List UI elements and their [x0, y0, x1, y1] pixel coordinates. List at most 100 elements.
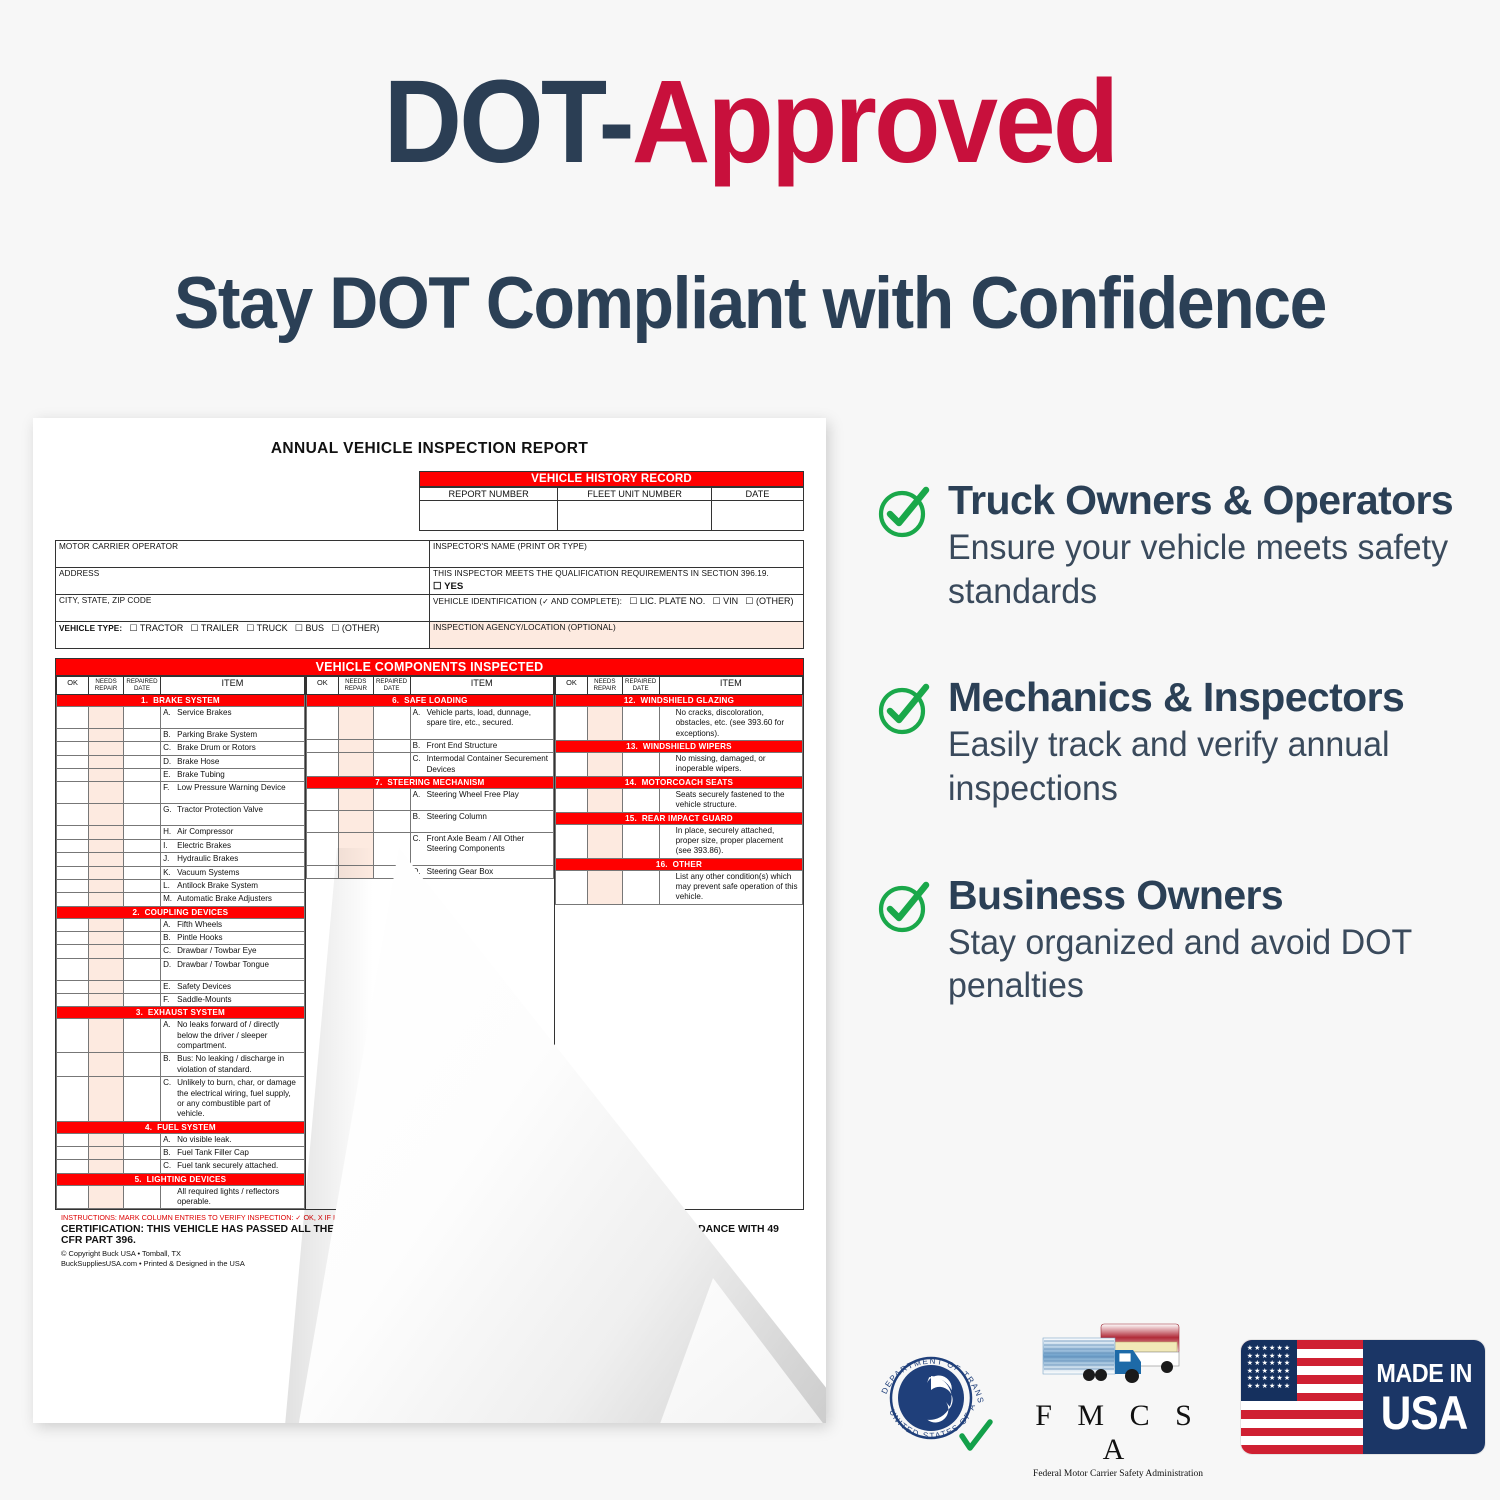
checkbox-ok[interactable]: [55, 1184, 90, 1210]
checkbox-ok[interactable]: [305, 706, 339, 740]
checkbox-ok[interactable]: [305, 738, 339, 754]
checkbox-needs-repair[interactable]: [88, 1052, 124, 1078]
input-repaired-date[interactable]: [122, 727, 162, 743]
input-repaired-date[interactable]: [122, 917, 162, 932]
checkbox-ok[interactable]: [554, 869, 589, 905]
checkbox-ok[interactable]: [55, 741, 90, 756]
input-repaired-date[interactable]: [122, 1052, 162, 1078]
input-repaired-date[interactable]: [122, 838, 162, 854]
checkbox-ok[interactable]: [554, 787, 589, 813]
checkbox-needs-repair[interactable]: [88, 993, 124, 1008]
checkbox-ok[interactable]: [55, 930, 90, 946]
checkbox-ok[interactable]: [55, 825, 90, 840]
checkbox-ok[interactable]: [55, 1145, 90, 1161]
field-address[interactable]: ADDRESS: [55, 567, 430, 595]
checkbox-ok[interactable]: [305, 865, 339, 880]
checkbox-ok[interactable]: [55, 917, 90, 932]
checkbox-bus[interactable]: ☐ BUS: [289, 623, 325, 633]
checkbox-needs-repair[interactable]: [587, 787, 623, 813]
checkbox-ok[interactable]: [55, 865, 90, 880]
input-date[interactable]: [710, 500, 805, 531]
checkbox-needs-repair[interactable]: [88, 1132, 124, 1147]
checkbox-vehtype-other[interactable]: ☐ (OTHER): [326, 623, 380, 633]
checkbox-needs-repair[interactable]: [88, 865, 124, 880]
checkbox-ok[interactable]: [55, 706, 90, 729]
checkbox-ok[interactable]: [55, 768, 90, 783]
input-repaired-date[interactable]: [122, 1018, 162, 1054]
checkbox-ok[interactable]: [55, 803, 90, 827]
checkbox-needs-repair[interactable]: [88, 1145, 124, 1161]
input-repaired-date[interactable]: [122, 878, 162, 894]
checkbox-ok[interactable]: [305, 788, 339, 812]
checkbox-needs-repair[interactable]: [88, 1184, 124, 1210]
checkbox-ok[interactable]: [305, 810, 339, 834]
checkbox-needs-repair[interactable]: [88, 825, 124, 840]
input-fleet-unit-number[interactable]: [557, 500, 712, 531]
field-motor-carrier-operator[interactable]: MOTOR CARRIER OPERATOR: [55, 540, 430, 568]
input-repaired-date[interactable]: [122, 825, 162, 840]
checkbox-truck[interactable]: ☐ TRUCK: [241, 623, 288, 633]
checkbox-ok[interactable]: [305, 832, 339, 867]
checkbox-ok[interactable]: [55, 727, 90, 743]
checkbox-ok[interactable]: [305, 752, 339, 778]
checkbox-ok[interactable]: [55, 754, 90, 770]
checkbox-ok[interactable]: [55, 892, 90, 907]
checkbox-ok[interactable]: [55, 1052, 90, 1078]
field-city-state-zip[interactable]: CITY, STATE, ZIP CODE: [55, 594, 430, 622]
input-repaired-date[interactable]: [122, 865, 162, 880]
checkbox-needs-repair[interactable]: [337, 738, 374, 754]
checkbox-ok[interactable]: [55, 1018, 90, 1054]
input-repaired-date[interactable]: [122, 754, 162, 770]
input-repaired-date[interactable]: [122, 803, 162, 827]
field-inspection-agency[interactable]: INSPECTION AGENCY/LOCATION (OPTIONAL): [429, 621, 804, 649]
input-repaired-date[interactable]: [122, 781, 162, 805]
input-repaired-date[interactable]: [122, 957, 162, 981]
input-repaired-date[interactable]: [122, 930, 162, 946]
checkbox-ok[interactable]: [55, 852, 90, 867]
checkbox-qualification-yes[interactable]: ☐ YES: [433, 581, 464, 592]
checkbox-ok[interactable]: [55, 1159, 90, 1174]
input-repaired-date[interactable]: [122, 706, 162, 729]
checkbox-needs-repair[interactable]: [88, 754, 124, 770]
checkbox-needs-repair[interactable]: [88, 957, 124, 981]
checkbox-needs-repair[interactable]: [337, 788, 374, 812]
checkbox-needs-repair[interactable]: [88, 852, 124, 867]
field-inspector-name[interactable]: INSPECTOR'S NAME (PRINT OR TYPE): [429, 540, 804, 568]
checkbox-needs-repair[interactable]: [88, 741, 124, 756]
input-repaired-date[interactable]: [122, 892, 162, 907]
input-repaired-date[interactable]: [122, 1184, 162, 1210]
checkbox-lic-plate[interactable]: ☐ LIC. PLATE NO.: [624, 596, 706, 606]
checkbox-tractor[interactable]: ☐ TRACTOR: [124, 623, 184, 633]
input-repaired-date[interactable]: [122, 993, 162, 1008]
checkbox-ok[interactable]: [55, 878, 90, 894]
checkbox-needs-repair[interactable]: [337, 752, 374, 778]
checkbox-needs-repair[interactable]: [337, 810, 374, 834]
checkbox-needs-repair[interactable]: [88, 1018, 124, 1054]
checkbox-needs-repair[interactable]: [88, 930, 124, 946]
input-repaired-date[interactable]: [122, 852, 162, 867]
checkbox-ok[interactable]: [55, 781, 90, 805]
checkbox-ok[interactable]: [55, 944, 90, 959]
checkbox-ok[interactable]: [554, 823, 589, 859]
input-repaired-date[interactable]: [621, 787, 660, 813]
checkbox-needs-repair[interactable]: [587, 705, 623, 742]
input-repaired-date[interactable]: [122, 741, 162, 756]
checkbox-ok[interactable]: [55, 1076, 90, 1122]
checkbox-ok[interactable]: [55, 993, 90, 1008]
checkbox-needs-repair[interactable]: [88, 838, 124, 854]
checkbox-needs-repair[interactable]: [88, 1076, 124, 1122]
input-repaired-date[interactable]: [122, 1145, 162, 1161]
checkbox-ok[interactable]: [55, 1132, 90, 1147]
checkbox-needs-repair[interactable]: [587, 869, 623, 905]
input-repaired-date[interactable]: [372, 738, 411, 754]
input-report-number[interactable]: [418, 500, 559, 531]
checkbox-needs-repair[interactable]: [88, 917, 124, 932]
checkbox-needs-repair[interactable]: [337, 706, 374, 740]
checkbox-needs-repair[interactable]: [88, 944, 124, 959]
input-repaired-date[interactable]: [372, 788, 411, 812]
checkbox-vehid-other[interactable]: ☐ (OTHER): [740, 596, 794, 606]
input-repaired-date[interactable]: [372, 706, 411, 740]
input-repaired-date[interactable]: [122, 1159, 162, 1174]
input-repaired-date[interactable]: [122, 944, 162, 959]
checkbox-vin[interactable]: ☐ VIN: [707, 596, 739, 606]
